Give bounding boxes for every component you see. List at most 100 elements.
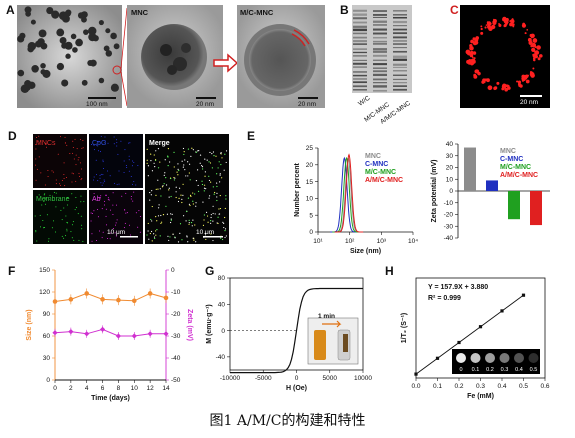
scale-bar-label: 20 nm bbox=[520, 99, 538, 106]
data-point bbox=[99, 326, 106, 332]
data-point bbox=[100, 297, 105, 302]
tick-label: -20 bbox=[171, 311, 181, 318]
tick-label: 40 bbox=[218, 301, 226, 308]
legend-entry: M/C-MNC bbox=[365, 169, 396, 176]
panel-letter-g: G bbox=[205, 264, 214, 278]
figure-canvas: A 100 nm MNC 20 nm M/C-MNC 20 nm B W/C M… bbox=[6, 3, 550, 402]
scale-bar-label: 10 μm bbox=[196, 229, 214, 236]
phantom-label: 0.1 bbox=[472, 367, 480, 373]
fit-equation: Y = 157.9X + 3.880 bbox=[428, 284, 488, 291]
tick-label: -40 bbox=[444, 235, 454, 242]
fit-r2: R² = 0.999 bbox=[428, 295, 461, 302]
tick-label: 10¹ bbox=[313, 238, 323, 245]
tick-label: 0 bbox=[309, 229, 313, 236]
tem-image-overview: 100 nm bbox=[17, 5, 122, 108]
tick-label: -10 bbox=[171, 289, 181, 296]
stability-chart: 0 30 60 90 120 150 0 -10 -20 -30 -40 -50 0 2 4 6 8 10 12 14… bbox=[26, 267, 193, 402]
tem-image-mnc: MNC 20 nm bbox=[127, 5, 223, 108]
phantom-label: 0.4 bbox=[515, 367, 523, 373]
scale-bar-label: 20 nm bbox=[196, 101, 214, 108]
panel-letter-h: H bbox=[385, 264, 394, 278]
legend-entry: C-MNC bbox=[365, 161, 388, 168]
y-axis-label: M (emu·g⁻¹) bbox=[206, 304, 213, 343]
phantom-label: 0.2 bbox=[486, 367, 494, 373]
scale-bar-label: 20 nm bbox=[298, 101, 316, 108]
tick-label: 25 bbox=[306, 145, 314, 152]
y-axis-label: 1/T₂ (S⁻¹) bbox=[401, 313, 408, 344]
tick-label: 30 bbox=[43, 355, 51, 362]
tick-label: 20 bbox=[306, 162, 314, 169]
legend-entry: MNC bbox=[500, 148, 516, 155]
legend-entry: M/C-MNC bbox=[500, 164, 531, 171]
panel-letter-d: D bbox=[8, 129, 17, 143]
tile-label-merge: Merge bbox=[149, 140, 170, 147]
y2-axis-label: Zeta (mV) bbox=[186, 309, 193, 341]
data-point bbox=[131, 333, 137, 339]
tick-label: -30 bbox=[171, 333, 181, 340]
data-point bbox=[414, 372, 418, 376]
figure-caption: 图1 A/M/C的构建和特性 bbox=[209, 413, 366, 429]
bar bbox=[530, 191, 542, 226]
data-point bbox=[147, 291, 153, 296]
tick-label: -40 bbox=[216, 354, 226, 361]
data-point bbox=[147, 331, 153, 337]
size-distribution-chart: 0 5 10 15 20 25 10¹ 10² 10³ 10⁴ Size (nm) Number pe… bbox=[294, 145, 418, 255]
data-point bbox=[500, 309, 504, 313]
tick-label: 0.2 bbox=[454, 383, 463, 390]
magnet-icon bbox=[343, 334, 348, 352]
tick-label: 10 bbox=[306, 196, 314, 203]
inset-label: 1 min bbox=[318, 313, 335, 320]
panel-letter-e: E bbox=[247, 129, 255, 143]
zeta-potential-chart: -40 -30 -20 -10 0 10 20 30 40 Zeta potential (mV)… bbox=[431, 141, 550, 242]
phantom-spot bbox=[470, 353, 481, 363]
tick-label: 10 bbox=[131, 385, 139, 392]
phantom-label: 0 bbox=[459, 367, 462, 373]
tick-label: 10000 bbox=[354, 375, 372, 382]
tick-label: -10000 bbox=[220, 375, 241, 382]
tick-label: 14 bbox=[162, 385, 170, 392]
tick-label: 0.5 bbox=[519, 383, 528, 390]
data-point bbox=[116, 297, 121, 303]
x-axis-label: H (Oe) bbox=[286, 385, 307, 392]
magnetization-chart: -40 0 40 80 -10000 -5000 0 5000 10000 H (Oe) M (em… bbox=[206, 275, 372, 392]
tick-label: 12 bbox=[147, 385, 155, 392]
series-line-zeta bbox=[54, 328, 166, 337]
confocal-image: 20 nm bbox=[460, 5, 550, 108]
arrow-icon bbox=[322, 320, 342, 328]
y-axis-label: Zeta potential (mV) bbox=[431, 159, 438, 222]
tick-label: 4 bbox=[85, 385, 89, 392]
tick-label: 90 bbox=[43, 311, 51, 318]
data-point bbox=[115, 333, 122, 339]
tick-label: 0.0 bbox=[411, 383, 420, 390]
phantom-spot bbox=[528, 353, 539, 363]
tick-label: 20 bbox=[446, 165, 454, 172]
data-point bbox=[457, 340, 461, 345]
gel-lane-label: W/C bbox=[357, 94, 372, 107]
data-point bbox=[521, 293, 526, 297]
x-axis-label: Fe (mM) bbox=[467, 393, 494, 400]
phantom-spot bbox=[514, 353, 524, 363]
tick-label: 0.1 bbox=[433, 383, 442, 390]
fluorescence-grid: MNCs CpG Membrane Ab Merge 10 μm 10 μm bbox=[33, 134, 229, 244]
tick-label: 80 bbox=[218, 275, 226, 282]
scale-bar-label: 100 nm bbox=[86, 101, 108, 108]
tick-label: 40 bbox=[446, 141, 454, 148]
tick-label: -5000 bbox=[255, 375, 272, 382]
tick-label: 10² bbox=[345, 238, 355, 245]
tick-label: 8 bbox=[117, 385, 121, 392]
y-axis-label: Size (nm) bbox=[26, 309, 33, 340]
legend-entry: MNC bbox=[365, 153, 381, 160]
data-point bbox=[52, 330, 58, 336]
panel-letter-a: A bbox=[6, 3, 15, 17]
data-point bbox=[52, 299, 58, 304]
panel-letter-b: B bbox=[340, 3, 349, 17]
tick-label: 2 bbox=[69, 385, 73, 392]
legend-entry: C-MNC bbox=[500, 156, 523, 163]
tick-label: -50 bbox=[171, 377, 181, 384]
tick-label: 0.4 bbox=[497, 383, 506, 390]
mri-phantom bbox=[452, 349, 540, 374]
tick-label: 0.6 bbox=[540, 383, 549, 390]
phantom-label: 0.5 bbox=[530, 367, 538, 373]
series-line-size bbox=[54, 292, 167, 303]
panel-label-mnc: MNC bbox=[131, 8, 149, 17]
